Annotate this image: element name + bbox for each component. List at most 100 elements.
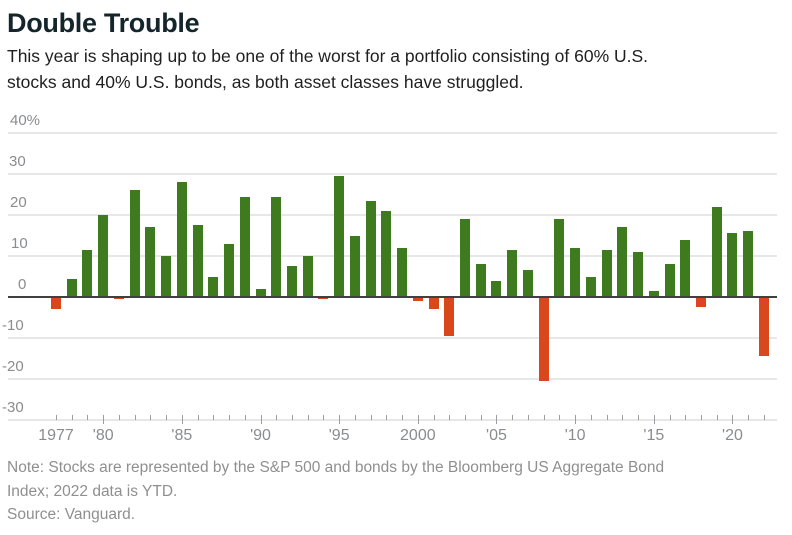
bar-2007 bbox=[522, 270, 533, 297]
x-tick-2000 bbox=[417, 415, 419, 424]
bar-2017 bbox=[680, 239, 691, 297]
bar-2016 bbox=[664, 264, 675, 297]
gridline-30 bbox=[8, 173, 777, 175]
x-tick-2007 bbox=[527, 415, 529, 420]
x-tick-2017 bbox=[685, 415, 687, 420]
x-axis-label-2015: '15 bbox=[643, 427, 665, 444]
x-tick-1989 bbox=[244, 415, 246, 420]
y-axis-label--30: -30 bbox=[2, 399, 24, 416]
x-tick-2003 bbox=[465, 415, 467, 420]
x-tick-1980 bbox=[103, 415, 105, 424]
bar-2020 bbox=[727, 233, 738, 297]
bar-2009 bbox=[554, 219, 565, 297]
bar-1999 bbox=[397, 247, 408, 297]
bar-1990 bbox=[255, 288, 266, 297]
chart-subtitle: This year is shaping up to be one of the… bbox=[7, 46, 649, 92]
bar-1993 bbox=[302, 256, 313, 297]
x-axis-label-1977: 1977 bbox=[38, 427, 74, 444]
x-tick-2001 bbox=[433, 415, 435, 420]
bar-1978 bbox=[66, 278, 77, 297]
bar-1986 bbox=[192, 225, 203, 297]
y-axis-label-10: 10 bbox=[11, 235, 28, 252]
bar-2015 bbox=[648, 290, 659, 297]
x-tick-2004 bbox=[480, 415, 482, 420]
x-tick-2015 bbox=[653, 415, 655, 424]
bar-2019 bbox=[711, 206, 722, 297]
x-tick-1996 bbox=[354, 415, 356, 420]
x-tick-1979 bbox=[87, 415, 89, 420]
bar-1980 bbox=[98, 215, 109, 297]
y-axis-label-40: 40% bbox=[10, 112, 41, 129]
gridline-20 bbox=[8, 214, 777, 216]
bar-2003 bbox=[460, 219, 471, 297]
x-axis-label-2000: 2000 bbox=[400, 427, 436, 444]
x-tick-1995 bbox=[339, 415, 341, 424]
x-tick-2010 bbox=[575, 415, 577, 424]
x-axis-label-2020: '20 bbox=[722, 427, 743, 444]
gridline--10 bbox=[8, 337, 777, 339]
x-tick-1992 bbox=[291, 415, 293, 420]
bar-2013 bbox=[617, 227, 628, 297]
x-axis-label-1980: '80 bbox=[92, 427, 114, 444]
y-axis-label--10: -10 bbox=[2, 317, 24, 334]
bar-2001 bbox=[428, 297, 439, 310]
gridline--30 bbox=[8, 419, 777, 421]
x-tick-2022 bbox=[763, 415, 765, 420]
x-axis-label-1995: '95 bbox=[328, 427, 350, 444]
x-tick-1997 bbox=[370, 415, 372, 420]
x-tick-2006 bbox=[512, 415, 514, 420]
bar-2011 bbox=[585, 276, 596, 297]
bar-1984 bbox=[161, 256, 172, 297]
bar-2010 bbox=[570, 247, 581, 297]
bar-chart-60-40-portfolio: 40% 30 20 10 0 -10 -20 -30 1977 '80 '85 '90 '95 2000 '… bbox=[2, 112, 777, 444]
bar-1982 bbox=[129, 190, 140, 297]
x-tick-2008 bbox=[543, 415, 545, 420]
gridline-40 bbox=[8, 132, 777, 134]
bar-2008 bbox=[538, 297, 549, 382]
x-tick-1991 bbox=[276, 415, 278, 420]
bar-1983 bbox=[145, 227, 156, 297]
x-tick-2002 bbox=[449, 415, 451, 420]
x-tick-1986 bbox=[197, 415, 199, 420]
bar-1985 bbox=[176, 182, 187, 297]
bar-1992 bbox=[286, 266, 297, 297]
bar-1995 bbox=[334, 176, 345, 297]
bar-1997 bbox=[365, 200, 376, 297]
chart-source: Source: Vanguard. bbox=[7, 506, 136, 523]
x-tick-2020 bbox=[732, 415, 734, 424]
bar-2000 bbox=[412, 297, 423, 302]
bar-1998 bbox=[381, 210, 392, 297]
x-tick-2012 bbox=[606, 415, 608, 420]
x-axis-label-1990: '90 bbox=[250, 427, 271, 444]
x-tick-1988 bbox=[229, 415, 231, 420]
x-tick-1999 bbox=[402, 415, 404, 420]
x-tick-2009 bbox=[559, 415, 561, 420]
bar-2005 bbox=[491, 280, 502, 297]
x-tick-1978 bbox=[71, 415, 73, 420]
bar-1987 bbox=[208, 276, 219, 297]
x-tick-2021 bbox=[748, 415, 750, 420]
x-tick-1998 bbox=[386, 415, 388, 420]
zero-axis-line bbox=[8, 295, 777, 299]
x-tick-1993 bbox=[307, 415, 309, 420]
x-tick-2013 bbox=[622, 415, 624, 420]
bar-1991 bbox=[271, 196, 282, 297]
gridline--20 bbox=[8, 378, 777, 380]
y-axis-label--20: -20 bbox=[2, 358, 24, 375]
x-tick-1977 bbox=[56, 415, 57, 420]
x-tick-2014 bbox=[638, 415, 640, 420]
bar-1996 bbox=[349, 235, 360, 297]
bar-2021 bbox=[743, 231, 754, 297]
y-axis-label-30: 30 bbox=[9, 153, 26, 170]
x-axis-label-2010: '10 bbox=[564, 427, 586, 444]
chart-note: Note: Stocks are represented by the S&P … bbox=[7, 459, 665, 500]
bar-2012 bbox=[601, 249, 612, 297]
x-tick-2018 bbox=[701, 415, 702, 420]
x-axis-label-1985: '85 bbox=[171, 427, 193, 444]
x-tick-1990 bbox=[260, 415, 262, 424]
bar-1979 bbox=[82, 249, 93, 297]
bar-1989 bbox=[239, 196, 250, 297]
y-axis-label-20: 20 bbox=[10, 194, 27, 211]
bar-1988 bbox=[224, 243, 235, 297]
